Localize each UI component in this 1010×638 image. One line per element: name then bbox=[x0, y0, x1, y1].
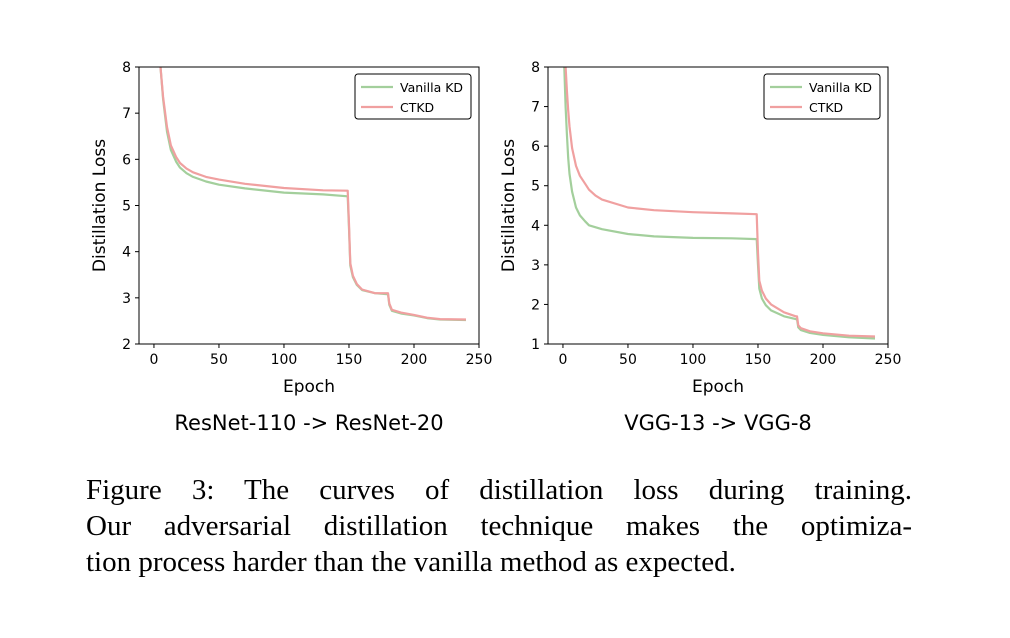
legend-label: Vanilla KD bbox=[400, 80, 463, 95]
y-tick-label: 4 bbox=[122, 245, 131, 261]
x-tick-label: 200 bbox=[401, 352, 428, 368]
x-tick-label: 150 bbox=[745, 352, 772, 368]
legend-label: Vanilla KD bbox=[809, 80, 872, 95]
series-line-ctkd bbox=[564, 67, 876, 338]
y-tick-label: 7 bbox=[531, 100, 540, 116]
y-tick-label: 8 bbox=[122, 60, 131, 76]
series-line-ctkd bbox=[159, 67, 467, 321]
chart-panel-2: 0 50 100 150 200 250 1 2 3 4 5 6 7 8 Epoch Distillation… bbox=[499, 60, 901, 435]
x-axis-label: Epoch bbox=[283, 377, 335, 397]
series-line-vanilla-kd bbox=[563, 67, 876, 340]
x-tick-label: 0 bbox=[149, 352, 158, 368]
chart-subtitle: VGG-13 -> VGG-8 bbox=[624, 411, 812, 435]
chart-subtitle: ResNet-110 -> ResNet-20 bbox=[174, 411, 443, 435]
legend-label: CTKD bbox=[400, 100, 434, 115]
x-tick-label: 0 bbox=[558, 352, 567, 368]
y-axis-label: Distillation Loss bbox=[499, 139, 519, 272]
chart-panel-1: 0 50 100 150 200 250 2 3 4 5 6 7 8 Epoch Distillation … bbox=[90, 60, 492, 435]
y-tick-label: 3 bbox=[122, 291, 131, 307]
charts: 0 50 100 150 200 2502345678EpochDistillation … bbox=[90, 60, 901, 435]
y-tick-label: 2 bbox=[531, 297, 540, 313]
y-tick-label: 7 bbox=[122, 106, 131, 122]
x-tick-label: 50 bbox=[619, 352, 637, 368]
y-axis-label: Distillation Loss bbox=[90, 139, 110, 272]
y-tick-label: 6 bbox=[531, 139, 540, 155]
y-tick-label: 3 bbox=[531, 258, 540, 274]
x-tick-label: 50 bbox=[210, 352, 228, 368]
x-tick-label: 100 bbox=[680, 352, 707, 368]
x-tick-label: 150 bbox=[336, 352, 363, 368]
y-tick-label: 2 bbox=[122, 337, 131, 353]
caption-line: Figure 3: The curves of distillation los… bbox=[86, 474, 912, 506]
y-tick-label: 4 bbox=[531, 218, 540, 234]
caption-line: Our adversarial distillation technique m… bbox=[86, 510, 912, 542]
plot-frame bbox=[547, 66, 889, 345]
y-tick-label: 5 bbox=[122, 199, 131, 215]
x-tick-label: 250 bbox=[875, 352, 902, 368]
legend: Vanilla KD CTKD bbox=[763, 73, 881, 120]
x-tick-label: 250 bbox=[466, 352, 493, 368]
x-tick-label: 100 bbox=[271, 352, 298, 368]
y-tick-label: 8 bbox=[531, 60, 540, 76]
y-tick-label: 1 bbox=[531, 337, 540, 353]
caption-line: tion process harder than the vanilla met… bbox=[86, 546, 736, 578]
y-tick-label: 5 bbox=[531, 179, 540, 195]
figure-caption: Figure 3: The curves of distillation los… bbox=[86, 472, 912, 580]
x-axis-label: Epoch bbox=[692, 377, 744, 397]
legend-label: CTKD bbox=[809, 100, 843, 115]
y-tick-label: 6 bbox=[122, 152, 131, 168]
legend: Vanilla KD CTKD bbox=[354, 73, 472, 120]
x-tick-label: 200 bbox=[810, 352, 837, 368]
